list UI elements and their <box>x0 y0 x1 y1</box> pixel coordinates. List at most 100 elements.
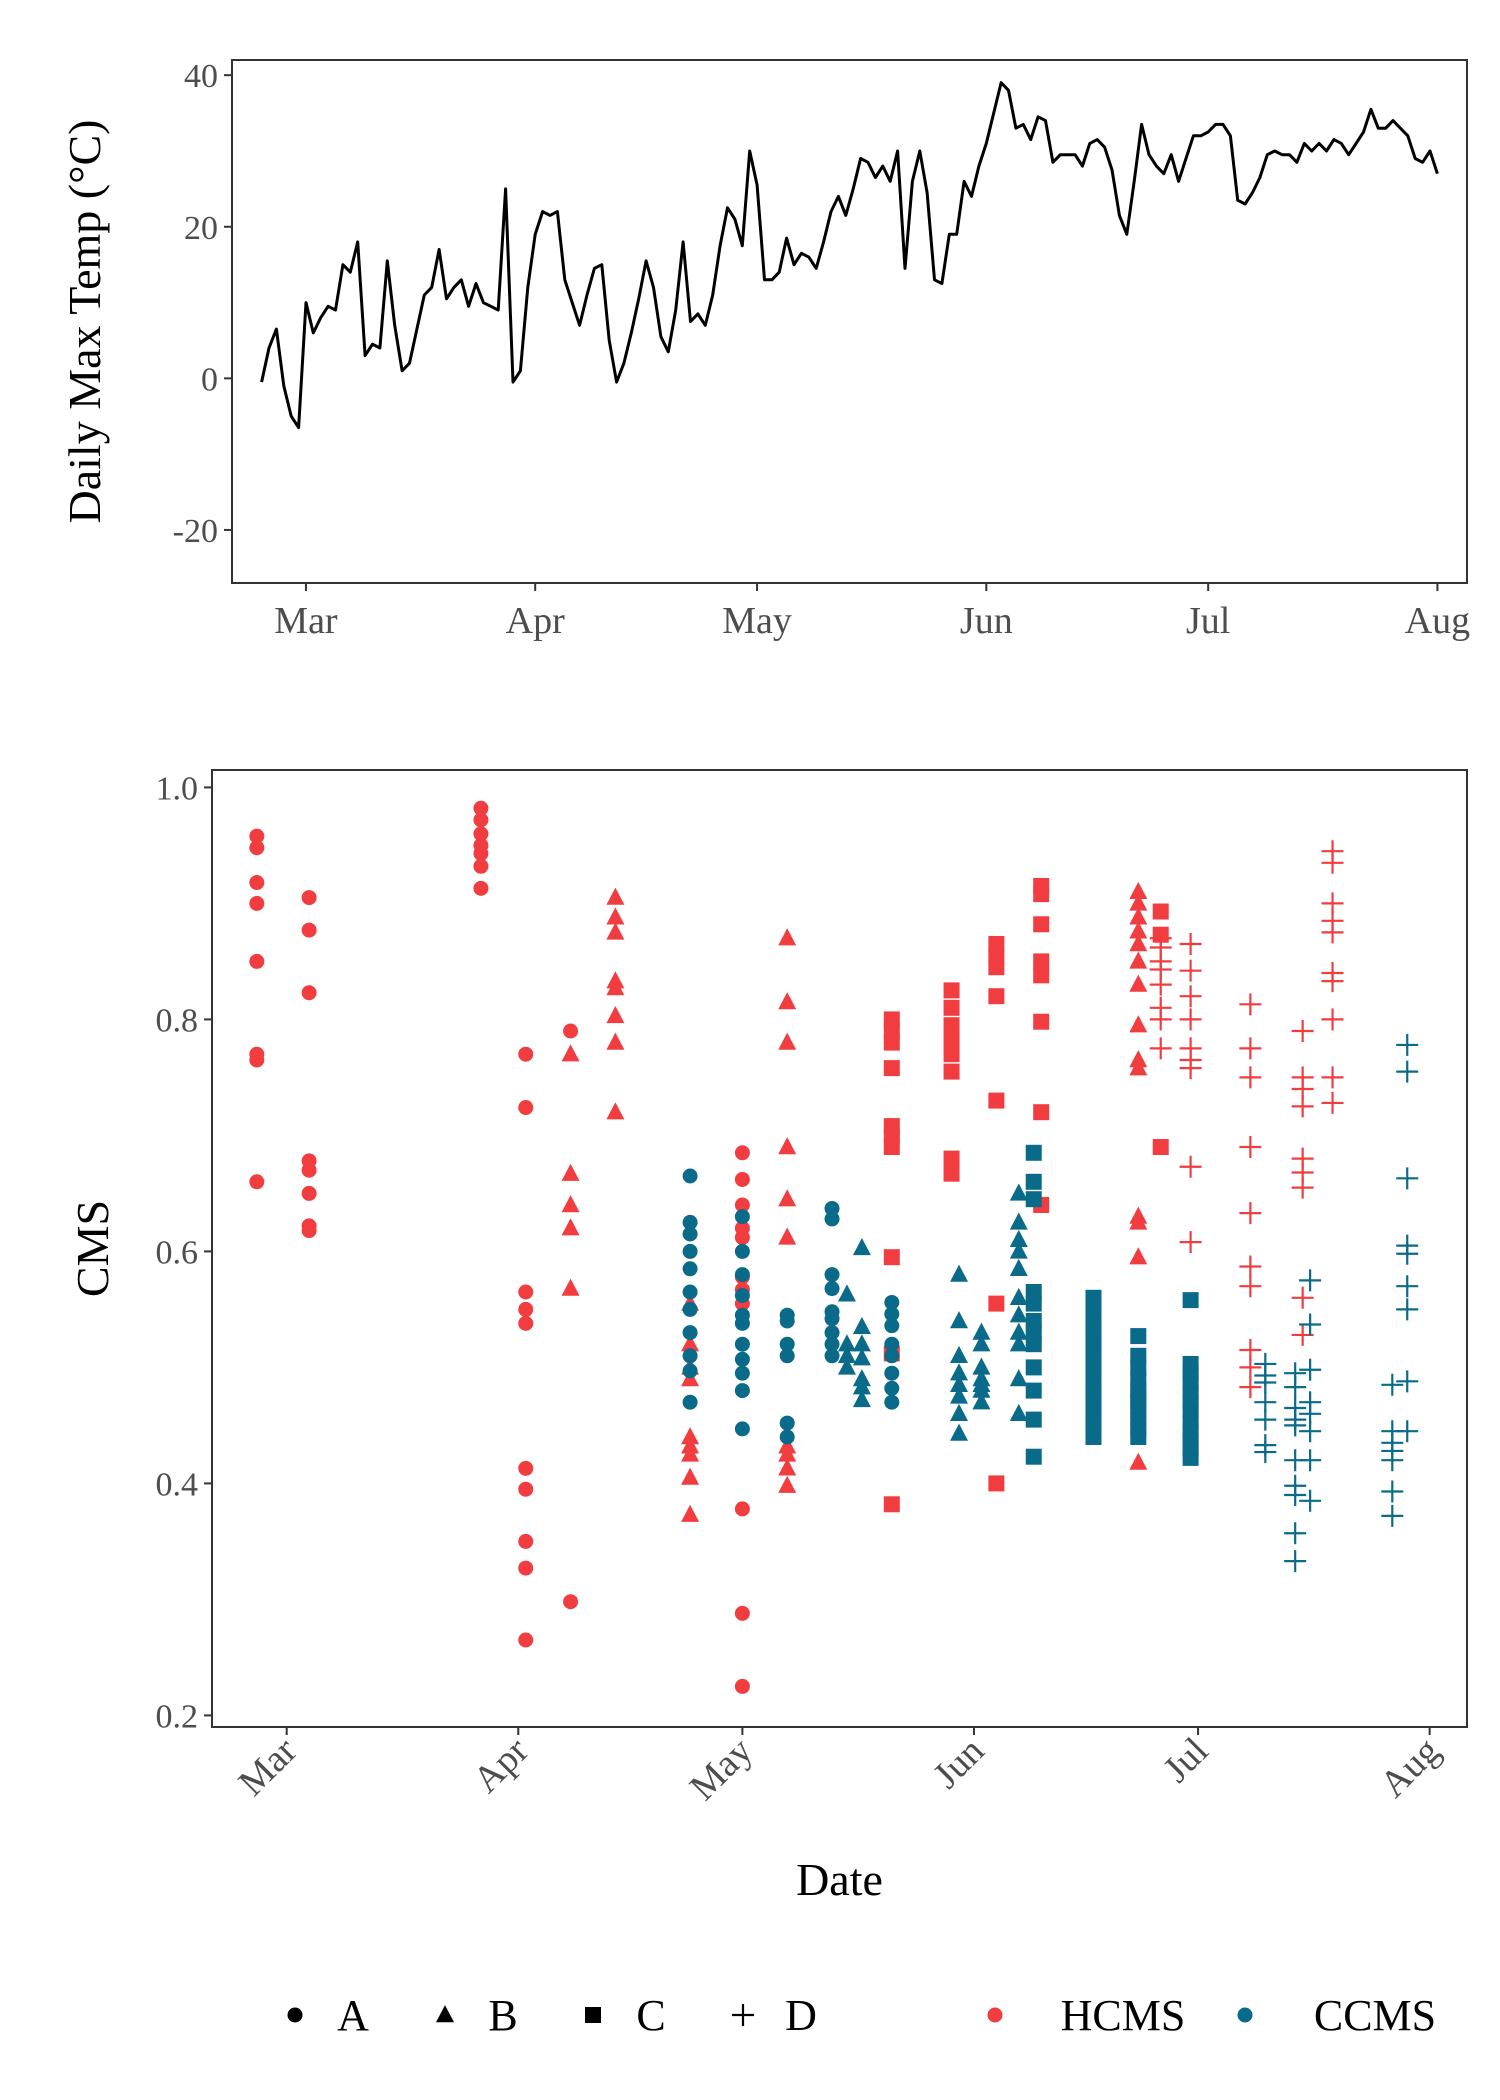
hcms-square-point <box>988 959 1005 976</box>
ccms-circle-point <box>682 1363 698 1379</box>
ccms-square-point <box>1025 1359 1042 1376</box>
hcms-triangle-point <box>1129 921 1148 939</box>
hcms-plus-point <box>1239 1037 1262 1060</box>
hcms-triangle-point <box>1129 907 1148 925</box>
ccms-plus-point <box>1396 1060 1419 1083</box>
hcms-circle-point <box>473 880 489 896</box>
legend-triangle-key <box>436 2005 454 2023</box>
ccms-circle-point <box>884 1380 900 1396</box>
y-tick-label: 40 <box>184 58 218 95</box>
hcms-circle-point <box>301 1162 317 1178</box>
ccms-circle-point <box>824 1348 840 1364</box>
ccms-triangle-point <box>950 1374 969 1392</box>
ccms-circle-point <box>734 1365 750 1381</box>
ccms-circle-point <box>682 1301 698 1317</box>
ccms-triangle-point <box>1009 1305 1028 1323</box>
ccms-plus-point <box>1284 1376 1307 1399</box>
ccms-plus-point <box>1299 1489 1322 1512</box>
ccms-plus-point <box>1254 1441 1277 1464</box>
hcms-triangle-point <box>1129 974 1148 992</box>
hcms-square-point <box>883 1139 900 1155</box>
ccms-circle-point <box>682 1261 698 1277</box>
hcms-triangle-point <box>1129 1015 1148 1033</box>
ccms-plus-point <box>1396 1242 1419 1265</box>
x-tick-label: Apr <box>465 1729 537 1801</box>
hcms-square-point <box>943 1063 960 1080</box>
hcms-plus-point <box>1321 970 1344 993</box>
hcms-square-point <box>943 999 960 1016</box>
ccms-plus-point <box>1396 1370 1419 1393</box>
hcms-plus-point <box>1179 1057 1202 1080</box>
ccms-circle-point <box>734 1383 750 1399</box>
hcms-circle-point <box>249 828 265 844</box>
hcms-triangle-point <box>681 1504 700 1522</box>
ccms-circle-point <box>884 1306 900 1322</box>
hcms-triangle-point <box>778 1458 797 1476</box>
hcms-square-point <box>883 1496 900 1513</box>
hcms-triangle-point <box>606 887 625 905</box>
hcms-square-point <box>1152 1139 1169 1155</box>
hcms-circle-point <box>734 1145 750 1161</box>
ccms-triangle-point <box>1009 1183 1028 1201</box>
hcms-circle-point <box>249 953 265 969</box>
hcms-triangle-point <box>1129 1452 1148 1470</box>
hcms-triangle-point <box>681 1444 700 1462</box>
hcms-triangle-point <box>606 1032 625 1050</box>
hcms-circle-point <box>301 922 317 938</box>
y-axis-title: Daily Max Temp (°C) <box>59 120 110 524</box>
ccms-triangle-point <box>1009 1241 1028 1259</box>
legend-label: A <box>337 1991 369 2040</box>
ccms-plus-point <box>1381 1449 1404 1472</box>
legend-circle-key <box>287 2007 303 2023</box>
ccms-triangle-point <box>852 1238 871 1256</box>
ccms-circle-point <box>734 1336 750 1352</box>
hcms-plus-point <box>1179 985 1202 1008</box>
hcms-plus-point <box>1239 1275 1262 1298</box>
ccms-square-point <box>1130 1328 1147 1345</box>
hcms-plus-point <box>1149 1037 1172 1060</box>
hcms-circle-point <box>249 840 265 856</box>
hcms-square-point <box>1033 916 1050 933</box>
x-tick-label: Aug <box>1405 600 1470 642</box>
hcms-square-point <box>943 1032 960 1049</box>
ccms-plus-point <box>1396 1275 1419 1298</box>
legend-label: D <box>785 1991 817 2040</box>
hcms-plus-point <box>1239 993 1262 1016</box>
hcms-circle-point <box>734 1171 750 1187</box>
ccms-circle-point <box>779 1313 795 1329</box>
hcms-circle-point <box>734 1678 750 1694</box>
ccms-square-point <box>1025 1173 1042 1190</box>
hcms-square-point <box>943 1150 960 1167</box>
ccms-triangle-point <box>1009 1258 1028 1276</box>
ccms-square-point <box>1025 1144 1042 1161</box>
hcms-circle-point <box>249 875 265 891</box>
ccms-square-point <box>1182 1292 1199 1309</box>
ccms-circle-point <box>734 1315 750 1331</box>
ccms-triangle-point <box>852 1316 871 1334</box>
ccms-circle-point <box>824 1281 840 1297</box>
ccms-circle-point <box>779 1415 795 1431</box>
legend-label: CCMS <box>1314 1991 1436 2040</box>
hcms-square-point <box>988 1475 1005 1492</box>
ccms-triangle-point <box>950 1386 969 1404</box>
ccms-triangle-point <box>837 1357 856 1375</box>
ccms-triangle-point <box>852 1348 871 1366</box>
ccms-triangle-point <box>950 1403 969 1421</box>
ccms-plus-point <box>1254 1408 1277 1431</box>
hcms-circle-point <box>249 1174 265 1190</box>
plot-panel-border <box>231 59 1468 584</box>
ccms-circle-point <box>682 1214 698 1230</box>
y-tick-label: 0.2 <box>156 1698 199 1735</box>
legend-plus-key <box>732 2004 754 2026</box>
x-tick-label: Jun <box>960 600 1013 642</box>
x-tick-label: May <box>722 600 792 642</box>
temperature-chart: -20 0 20 40 Mar Apr May Jun Jul Aug Daily Max Temp… <box>59 58 1470 642</box>
hcms-circle-point <box>518 1100 534 1116</box>
hcms-plus-point <box>1179 959 1202 982</box>
ccms-circle-point <box>884 1365 900 1381</box>
hcms-triangle-point <box>778 992 797 1010</box>
hcms-triangle-point <box>1129 1212 1148 1230</box>
ccms-square-point <box>1085 1429 1102 1445</box>
ccms-triangle-point <box>950 1345 969 1363</box>
ccms-circle-point <box>734 1243 750 1259</box>
